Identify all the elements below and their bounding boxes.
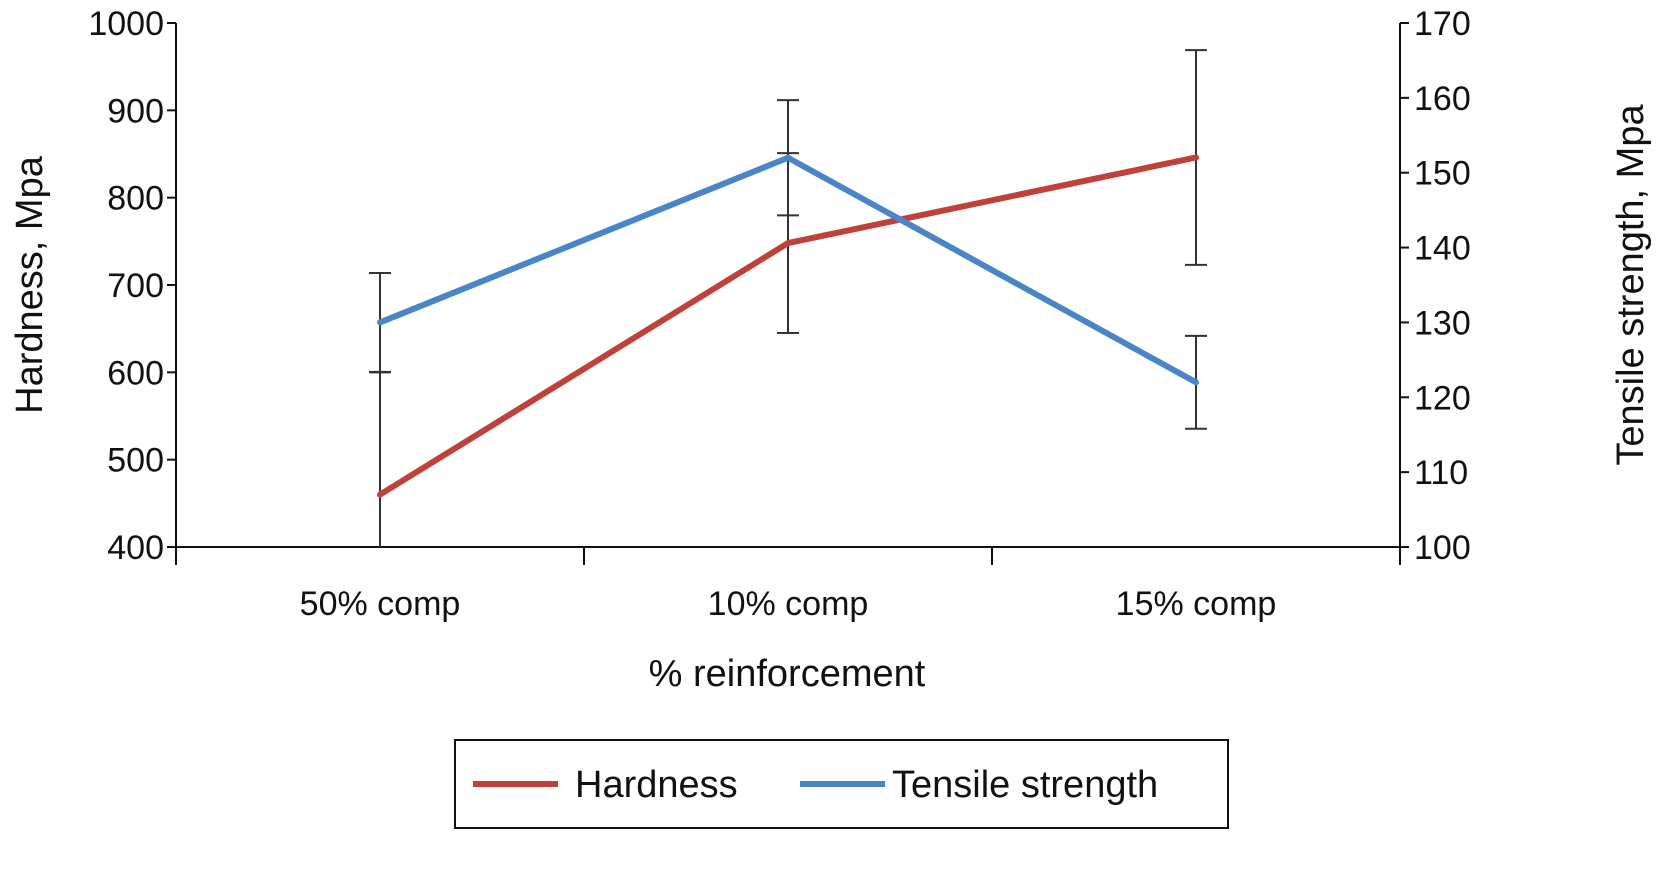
legend-label-hardness: Hardness — [575, 764, 738, 806]
y-tick-label: 1000 — [88, 5, 164, 43]
y2-tick-label: 140 — [1414, 230, 1471, 268]
y2-axis-label: Tensile strength, Mpa — [1610, 104, 1652, 466]
y2-tick-label: 110 — [1414, 454, 1468, 492]
data-point-tensile — [1193, 379, 1199, 386]
y2-tick-label: 160 — [1414, 80, 1471, 118]
y2-tick-label: 130 — [1414, 304, 1471, 342]
x-tick-label: 15% comp — [1116, 585, 1277, 623]
data-point-hardness — [785, 240, 791, 247]
y-tick-label: 700 — [107, 267, 164, 305]
y-tick-label: 500 — [107, 442, 164, 480]
y-tick-label: 400 — [107, 529, 164, 567]
data-point-hardness — [1193, 154, 1199, 161]
y2-tick-label: 170 — [1414, 5, 1471, 43]
error-bar-hardness — [369, 371, 391, 547]
data-point-tensile — [785, 154, 791, 161]
y-tick-label: 800 — [107, 180, 164, 218]
legend: Hardness Tensile strength — [454, 739, 1229, 829]
legend-label-tensile: Tensile strength — [892, 764, 1158, 806]
x-tick-label: 50% comp — [300, 585, 461, 623]
y-tick-label: 900 — [107, 92, 164, 130]
y-tick-label: 600 — [107, 354, 164, 392]
y2-tick-label: 120 — [1414, 379, 1471, 417]
y2-tick-label: 150 — [1414, 155, 1471, 193]
x-tick-label: 10% comp — [708, 585, 869, 623]
y-axis-label: Hardness, Mpa — [9, 155, 51, 414]
data-point-tensile — [377, 319, 383, 326]
y2-tick-label: 100 — [1414, 529, 1471, 567]
data-point-hardness — [377, 491, 383, 498]
x-axis-label: % reinforcement — [649, 653, 926, 695]
